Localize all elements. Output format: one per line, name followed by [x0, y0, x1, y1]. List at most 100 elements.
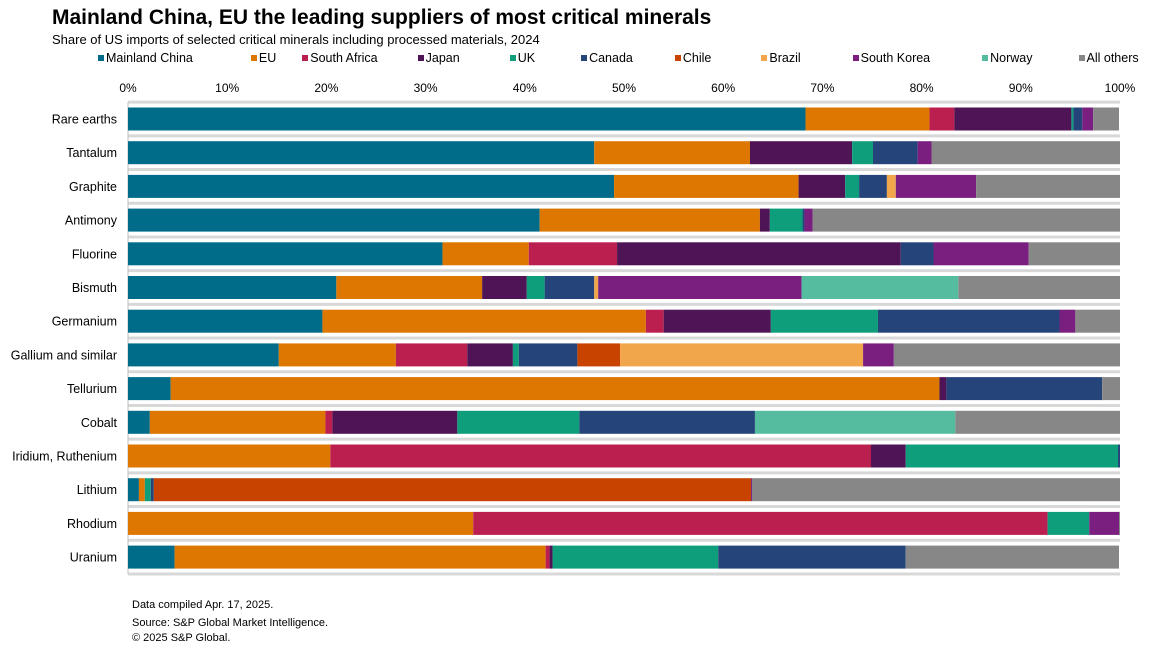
bar-segment [442, 242, 529, 266]
bar-segment [467, 343, 513, 367]
bar-segment [617, 242, 901, 266]
bar-segment [751, 478, 1120, 502]
category-label: Germanium [52, 315, 117, 329]
legend-item: Norway [982, 51, 1033, 65]
legend-label: South Africa [310, 51, 378, 65]
bar-segment [804, 208, 813, 232]
bar-segment [579, 410, 755, 434]
bar-segment [128, 174, 615, 198]
bar-segment [939, 377, 947, 401]
legend-swatch [1078, 55, 1085, 61]
legend-item: Japan [417, 51, 460, 65]
legend-swatch [509, 55, 516, 61]
bar-segment [322, 309, 646, 333]
bar-segment [153, 478, 751, 502]
category-label: Rare earths [52, 113, 117, 127]
category-label: Gallium and similar [11, 348, 117, 362]
bar-segment [1093, 107, 1120, 131]
bar-segment [905, 444, 1119, 468]
legend-item: South Korea [852, 51, 931, 65]
bar-segment [594, 141, 750, 165]
category-label: Tantalum [66, 146, 117, 160]
bar-segment [614, 174, 799, 198]
bar-segment [128, 107, 806, 131]
bar-segment [769, 208, 803, 232]
category-label: Rhodium [67, 517, 117, 531]
bar-segment [1119, 511, 1120, 535]
category-label: Lithium [77, 483, 117, 497]
bar-segment [457, 410, 580, 434]
bar-segment [577, 343, 621, 367]
bar-segment [955, 410, 1120, 434]
chart-subtitle: Share of US imports of selected critical… [52, 32, 540, 47]
bar-segment [718, 545, 906, 569]
bar-segment [330, 444, 872, 468]
bar-segment [539, 208, 760, 232]
legend-label: UK [517, 51, 536, 65]
bar-segment [1073, 107, 1083, 131]
bar-segment [473, 511, 1048, 535]
bar-segment [149, 410, 326, 434]
x-tick-label: 100% [1105, 81, 1136, 95]
bar-segment [325, 410, 333, 434]
bar-segment [871, 444, 906, 468]
bar-segment [1075, 309, 1120, 333]
footer-copyright: © 2025 S&P Global. [132, 632, 231, 644]
bar-segment [1071, 107, 1074, 131]
bar-segment [895, 174, 977, 198]
bar-segment [518, 343, 578, 367]
bar-segment [144, 478, 151, 502]
bar-segment [1082, 107, 1094, 131]
bar-segment [544, 276, 595, 299]
bar-segment [128, 343, 279, 367]
x-tick-label: 80% [910, 81, 934, 95]
bar-segment [798, 174, 846, 198]
bar-segment [802, 208, 805, 232]
bar-segment [845, 174, 860, 198]
bar-segment [958, 276, 1120, 299]
legend-label: Mainland China [106, 51, 193, 65]
bar-segment [395, 343, 468, 367]
bar-segment [1089, 511, 1120, 535]
legend-swatch [250, 55, 257, 61]
category-label: Tellurium [67, 382, 117, 396]
legend-item: South Africa [302, 51, 378, 65]
bar-segment [805, 107, 930, 131]
bar-segment [1047, 511, 1090, 535]
chart-title: Mainland China, EU the leading suppliers… [52, 6, 712, 29]
bar-segment [128, 242, 443, 266]
bar-segment [594, 276, 599, 299]
legend-swatch [674, 55, 681, 61]
legend-label: All others [1086, 51, 1139, 65]
bar-segment [128, 545, 175, 569]
bar-segment [1118, 444, 1120, 468]
category-label: Uranium [70, 551, 117, 565]
bar-segment [150, 478, 154, 502]
category-label: Bismuth [72, 281, 117, 295]
bar-segment [552, 545, 719, 569]
category-label: Antimony [65, 214, 118, 228]
bar-segment [754, 410, 956, 434]
category-label: Graphite [69, 180, 117, 194]
legend-item: Brazil [761, 51, 801, 65]
legend-item: Chile [674, 51, 711, 65]
legend-swatch [982, 55, 989, 61]
bar-segment [750, 478, 752, 502]
legend-label: South Korea [860, 51, 931, 65]
legend-label: EU [258, 51, 277, 65]
footer-compiled: Data compiled Apr. 17, 2025. [132, 599, 274, 611]
x-tick-label: 50% [612, 81, 636, 95]
bar-segment [1102, 377, 1120, 401]
bar-segment [872, 141, 918, 165]
legend: Mainland China EU South Africa Japan UK Canad… [98, 51, 1139, 65]
bar-segment [749, 141, 853, 165]
legend-swatch [852, 55, 859, 61]
bar-segment [886, 174, 896, 198]
legend-item: UK [509, 51, 536, 65]
legend-swatch [761, 55, 768, 61]
bar-segment [512, 343, 519, 367]
bar-segment [128, 444, 331, 468]
category-label: Cobalt [81, 416, 118, 430]
bar-segment [1028, 242, 1120, 266]
